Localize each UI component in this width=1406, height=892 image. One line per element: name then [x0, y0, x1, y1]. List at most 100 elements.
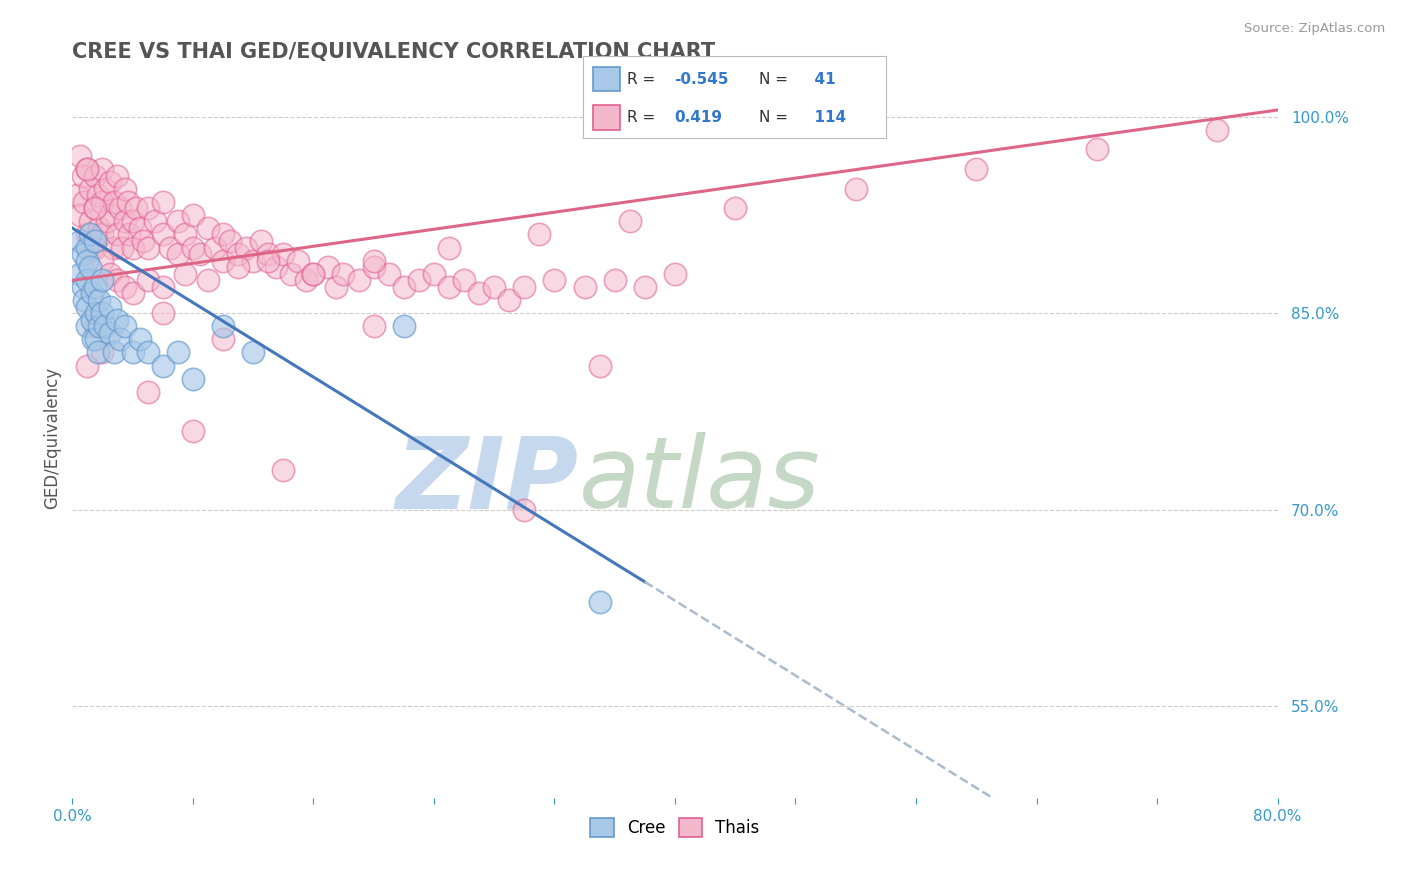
Point — [76, 359, 98, 373]
Point — [136, 273, 159, 287]
Point — [174, 227, 197, 242]
Point — [79, 214, 101, 228]
Point — [86, 332, 108, 346]
Point — [76, 273, 98, 287]
Point — [264, 260, 287, 275]
Point — [188, 247, 211, 261]
Point — [287, 253, 309, 268]
Point — [94, 181, 117, 195]
FancyBboxPatch shape — [592, 105, 620, 130]
Point — [257, 253, 280, 268]
Text: ZIP: ZIP — [395, 433, 578, 530]
Point — [152, 194, 174, 209]
Point — [124, 202, 146, 216]
Point — [152, 227, 174, 242]
Text: 0.419: 0.419 — [675, 111, 723, 125]
Point — [219, 234, 242, 248]
Point — [1206, 122, 1229, 136]
Point — [69, 234, 91, 248]
Point — [80, 312, 103, 326]
Point — [107, 169, 129, 183]
Point — [98, 175, 121, 189]
Point — [204, 241, 226, 255]
Point — [634, 280, 657, 294]
Point — [98, 326, 121, 340]
Point — [110, 202, 132, 216]
Point — [257, 247, 280, 261]
Point — [73, 194, 96, 209]
Point — [513, 280, 536, 294]
Point — [588, 594, 610, 608]
Y-axis label: GED/Equivalency: GED/Equivalency — [44, 367, 60, 508]
Point — [121, 214, 143, 228]
Text: 41: 41 — [804, 71, 835, 87]
Point — [110, 332, 132, 346]
Point — [82, 332, 104, 346]
Text: CREE VS THAI GED/EQUIVALENCY CORRELATION CHART: CREE VS THAI GED/EQUIVALENCY CORRELATION… — [72, 42, 716, 62]
Point — [76, 253, 98, 268]
Point — [423, 267, 446, 281]
Point — [392, 319, 415, 334]
Point — [79, 227, 101, 242]
Point — [83, 234, 105, 248]
Point — [302, 267, 325, 281]
Point — [159, 241, 181, 255]
Point — [143, 214, 166, 228]
Point — [482, 280, 505, 294]
Point — [76, 161, 98, 176]
Point — [91, 306, 114, 320]
Point — [83, 319, 105, 334]
Point — [212, 332, 235, 346]
Point — [437, 280, 460, 294]
Point — [166, 345, 188, 359]
Point — [965, 161, 987, 176]
Point — [468, 286, 491, 301]
Point — [226, 260, 249, 275]
Point — [302, 267, 325, 281]
Point — [117, 194, 139, 209]
Point — [363, 253, 385, 268]
Point — [101, 241, 124, 255]
Point — [118, 227, 141, 242]
Point — [129, 221, 152, 235]
Point — [76, 227, 98, 242]
Point — [103, 194, 125, 209]
Point — [280, 267, 302, 281]
Point — [98, 208, 121, 222]
Point — [377, 267, 399, 281]
Point — [408, 273, 430, 287]
Text: N =: N = — [759, 71, 787, 87]
Point — [98, 300, 121, 314]
Text: Source: ZipAtlas.com: Source: ZipAtlas.com — [1244, 22, 1385, 36]
Point — [543, 273, 565, 287]
Point — [136, 241, 159, 255]
Point — [121, 286, 143, 301]
Point — [83, 169, 105, 183]
Point — [136, 202, 159, 216]
Point — [574, 280, 596, 294]
Point — [103, 345, 125, 359]
Point — [347, 273, 370, 287]
Point — [181, 424, 204, 438]
Point — [94, 319, 117, 334]
Point — [603, 273, 626, 287]
Point — [152, 359, 174, 373]
Point — [98, 267, 121, 281]
Point — [166, 214, 188, 228]
Point — [498, 293, 520, 307]
Point — [69, 267, 91, 281]
Point — [79, 181, 101, 195]
Point — [114, 280, 136, 294]
Point — [242, 253, 264, 268]
Point — [76, 161, 98, 176]
FancyBboxPatch shape — [592, 67, 620, 92]
Point — [114, 214, 136, 228]
Point — [325, 280, 347, 294]
Point — [76, 300, 98, 314]
Point — [166, 247, 188, 261]
Point — [212, 253, 235, 268]
Text: 114: 114 — [804, 111, 846, 125]
Point — [76, 241, 98, 255]
Point — [136, 345, 159, 359]
Point — [83, 202, 105, 216]
